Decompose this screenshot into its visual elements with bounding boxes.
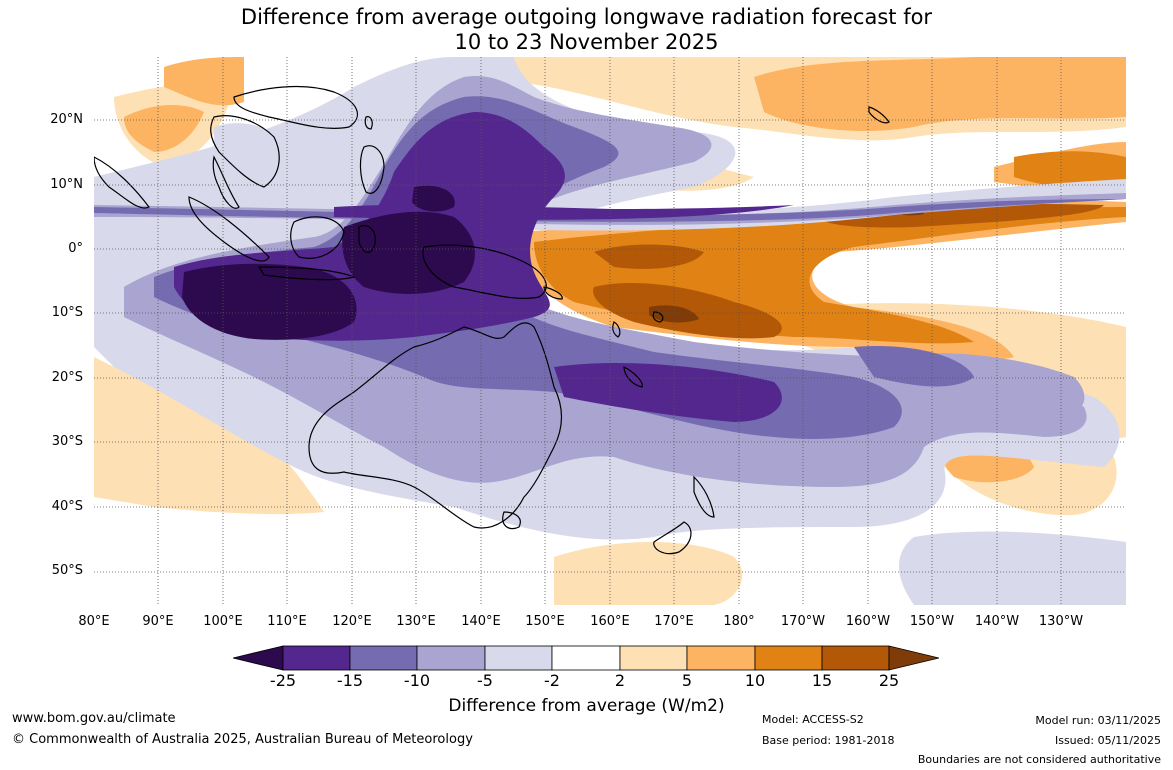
colorbar-tick-label: -2 [544,671,560,690]
lon-label: 110°E [267,614,307,629]
lon-label: 140°W [974,614,1020,629]
lon-label: 80°E [78,614,110,629]
coastlines [94,85,890,555]
coastline-borneo [290,216,345,259]
lat-label: 30°S [51,434,83,449]
coastline-new-caledonia [623,366,643,388]
region-neg-lt25-philippine [412,185,455,212]
coastline-new-guinea [422,244,547,299]
colorbar-tick-label: -10 [403,671,431,690]
region-pos-5-10-northeast-pacific [754,57,1126,132]
chart-title-line1: Difference from average outgoing longwav… [240,5,933,29]
lon-label: 150°W [909,614,955,629]
coastline-new-zealand-south [653,521,692,555]
lon-label: 140°E [461,614,501,629]
lat-label: 50°S [51,563,83,578]
colorbar-tick-label: 5 [681,671,693,690]
region-pos-2-5-southwest-indian [94,357,324,515]
colorbar-tick-label: -5 [477,671,493,690]
website-link[interactable]: www.bom.gov.au/climate [12,711,176,726]
lat-label: 0° [68,241,83,256]
coastline-taiwan [364,116,373,130]
coastline-malay-peninsula [212,155,240,209]
coastline-vanuatu [612,321,621,338]
lon-label: 170°W [780,614,826,629]
coastline-sulawesi [358,225,376,254]
lon-label: 160°W [845,614,891,629]
region-pos-5-10-south-china [164,57,244,106]
model-run-date: Model run: 03/11/2025 [1035,714,1161,727]
colorbar-bin [282,645,351,671]
lon-label: 130°W [1038,614,1084,629]
coastline-india-east [94,156,150,209]
olr-anomaly-map [94,57,1126,605]
colorbar-tick-label: 25 [878,671,900,690]
colorbar-extend-high [888,645,939,671]
coastline-java [257,266,356,281]
colorbar-tick-label: 10 [744,671,766,690]
region-pos-5-10-bay-bengal [124,105,204,152]
colorbar-bin [754,645,823,671]
lon-label: 170°E [654,614,694,629]
base-period: Base period: 1981-2018 [762,734,895,747]
colorbar-extend-low [233,645,284,671]
region-pos-2-5-nz [554,542,743,605]
colorbar-tick-label: 15 [811,671,833,690]
colorbar-bin [551,645,621,671]
colorbar-bin [619,645,688,671]
lon-label: 180° [723,614,755,629]
coastline-australia [308,322,563,529]
lat-label: 10°N [50,177,83,192]
colorbar-bin [686,645,756,671]
region-pos-gt25-central-pacific [649,305,699,323]
coastline-solomon-islands [543,286,563,300]
lon-label: 150°E [525,614,565,629]
coastline-philippines [359,145,385,194]
lat-label: 10°S [51,305,83,320]
colorbar-tick-label: -25 [269,671,297,690]
lat-label: 20°N [50,112,83,127]
colorbar-title: Difference from average (W/m2) [448,696,725,716]
coastline-new-zealand-north [693,475,715,518]
lat-label: 20°S [51,370,83,385]
colorbar-bin [349,645,418,671]
colorbar-bin [484,645,553,671]
lon-label: 160°E [590,614,630,629]
coastline-china [233,85,359,129]
coastline-sumatra [188,196,270,262]
region-neg-10-15-south-pacific [854,346,974,387]
colorbar [233,645,939,671]
coastline-fiji [652,311,664,323]
region-neg-2-5-south-pacific [899,531,1126,605]
lon-label: 120°E [332,614,372,629]
region-neg-lt25-maritime [342,211,475,294]
colorbar-bin [416,645,486,671]
lon-label: 130°E [396,614,436,629]
region-neg-lt25-indian [182,263,357,340]
coastline-tasmania [502,511,521,530]
model-name: Model: ACCESS-S2 [762,713,864,726]
coastline-indochina [210,115,280,188]
colorbar-tick-label: 2 [614,671,626,690]
graticule [94,57,1126,605]
boundaries-disclaimer: Boundaries are not considered authoritat… [917,753,1161,766]
lat-label: 40°S [51,499,83,514]
lon-label: 100°E [203,614,243,629]
region-pos-15-25-central-pacific-north [594,244,704,269]
coastline-hawaii [868,106,890,124]
region-pos-10-15-north [1014,151,1126,189]
colorbar-tick-label: -15 [336,671,364,690]
copyright-text: © Commonwealth of Australia 2025, Austra… [12,732,473,747]
issued-date: Issued: 05/11/2025 [1054,734,1161,747]
colorbar-bin [821,645,890,671]
lon-label: 90°E [142,614,174,629]
chart-title-line2: 10 to 23 November 2025 [454,30,719,54]
